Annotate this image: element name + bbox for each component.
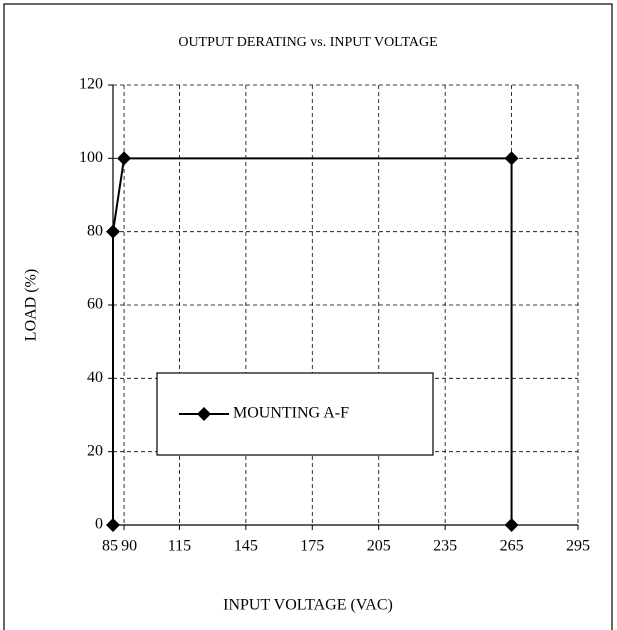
y-tick-label: 0: [95, 516, 103, 533]
x-tick-label: 295: [566, 538, 590, 555]
chart-title: OUTPUT DERATING vs. INPUT VOLTAGE: [178, 35, 437, 50]
x-tick-label: 145: [234, 538, 258, 555]
y-tick-label: 20: [87, 442, 103, 459]
x-tick-label: 85: [102, 538, 118, 555]
x-tick-label: 90: [121, 538, 137, 555]
marker: [504, 151, 519, 166]
y-tick-label: 100: [79, 149, 103, 166]
y-tick-label: 120: [79, 76, 103, 93]
x-tick-label: 205: [367, 538, 391, 555]
x-tick-label: 115: [168, 538, 191, 555]
x-tick-label: 265: [500, 538, 524, 555]
x-tick-label: 235: [433, 538, 457, 555]
legend-marker: [197, 407, 211, 421]
y-tick-label: 60: [87, 296, 103, 313]
x-tick-label: 175: [300, 538, 324, 555]
marker: [106, 518, 120, 532]
y-tick-label: 40: [87, 369, 103, 386]
marker: [504, 518, 519, 532]
x-axis-label: INPUT VOLTAGE (VAC): [223, 597, 393, 614]
marker: [106, 224, 120, 239]
marker: [117, 151, 132, 166]
frame: [3, 3, 613, 630]
y-tick-label: 80: [87, 222, 103, 239]
y-axis-label: LOAD (%): [23, 269, 40, 341]
legend-label: MOUNTING A-F: [233, 405, 349, 422]
